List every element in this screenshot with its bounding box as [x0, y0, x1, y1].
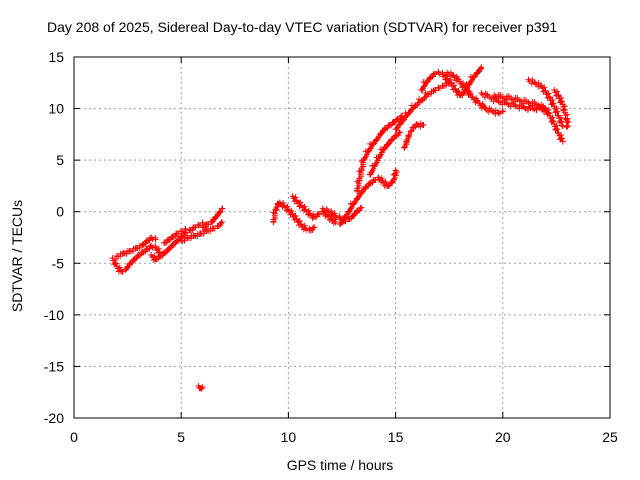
y-axis-label: SDTVAR / TECUs	[9, 199, 25, 313]
series-arc-6	[199, 205, 226, 231]
series-arc-10	[336, 167, 400, 228]
y-tick-label: 0	[56, 204, 64, 220]
series-arc-14	[392, 78, 453, 133]
series-arc-20	[551, 87, 572, 131]
series-arc-4	[161, 225, 189, 246]
series-arc-18	[491, 91, 566, 145]
y-tick-label: -5	[52, 255, 65, 271]
plot-frame	[73, 56, 611, 419]
series-arc-9	[319, 204, 365, 226]
series-arc-3	[148, 219, 206, 264]
x-tick-label: 0	[70, 429, 78, 445]
series-arc-16	[444, 69, 506, 117]
x-axis-label: GPS time / hours	[286, 457, 394, 473]
x-tick-label: 15	[388, 429, 404, 445]
x-tick-label: 5	[177, 429, 185, 445]
y-tick-label: 5	[56, 152, 64, 168]
series-arc-13	[401, 120, 427, 151]
x-tick-label: 25	[602, 429, 618, 445]
series-outlier	[195, 383, 206, 392]
series-arc-12	[366, 129, 403, 178]
y-tick-label: 15	[48, 49, 64, 65]
series-arc-7	[270, 199, 318, 234]
axis-ticks: 0 5 10 15 20 25 15 10 5 0 -5 -10 -15 -20	[44, 49, 618, 445]
chart-title: Day 208 of 2025, Sidereal Day-to-day VTE…	[47, 19, 558, 35]
series-arc-8	[289, 193, 339, 227]
series-arc-11	[354, 112, 406, 195]
y-tick-label: -20	[44, 410, 64, 426]
series-arc-19	[525, 76, 566, 130]
y-tick-label: 10	[48, 101, 64, 117]
x-tick-label: 20	[495, 429, 511, 445]
series-arc-5	[178, 219, 225, 244]
series-arc-1	[109, 242, 163, 275]
y-tick-label: -10	[44, 307, 64, 323]
series-arc-2	[113, 234, 159, 260]
y-tick-label: -15	[44, 358, 64, 374]
x-tick-label: 10	[281, 429, 297, 445]
data-points	[109, 64, 572, 392]
